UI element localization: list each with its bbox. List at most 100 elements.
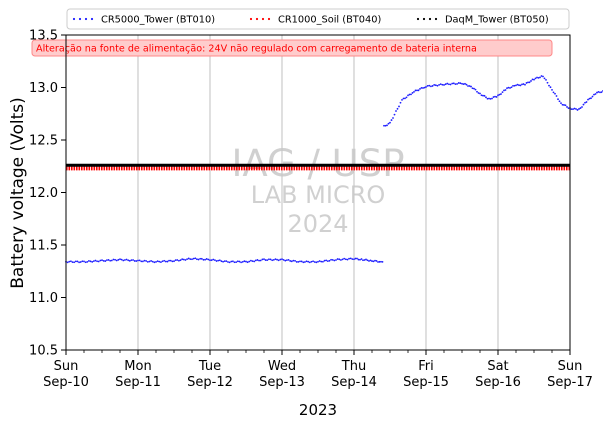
data-point	[245, 260, 247, 263]
data-point	[153, 261, 156, 264]
data-point	[174, 259, 177, 262]
data-point	[513, 84, 516, 87]
legend-marker	[255, 17, 259, 21]
data-point	[240, 261, 242, 264]
data-point	[459, 82, 462, 85]
data-point	[378, 260, 381, 263]
data-point	[300, 260, 303, 263]
data-point	[392, 117, 394, 119]
data-point	[476, 90, 478, 93]
data-point	[363, 259, 366, 261]
x-tick-date-label: Sep-11	[115, 375, 161, 390]
data-point	[223, 260, 226, 263]
legend-label: DaqM_Tower (BT050)	[445, 15, 549, 26]
x-tick-day-label: Wed	[268, 359, 296, 374]
data-point	[444, 83, 447, 86]
data-point	[281, 258, 283, 261]
data-point	[551, 88, 553, 91]
data-point	[86, 260, 89, 263]
data-point	[166, 260, 169, 263]
data-point	[360, 258, 363, 260]
legend-marker	[267, 17, 271, 21]
data-point	[456, 83, 458, 85]
data-point	[359, 258, 361, 261]
data-point	[425, 86, 427, 88]
legend-label: CR5000_Tower (BT010)	[101, 15, 215, 26]
data-point	[227, 261, 229, 263]
y-tick-label: 13.0	[29, 81, 58, 96]
data-point	[331, 258, 334, 261]
data-point	[133, 260, 136, 262]
data-point	[135, 260, 138, 262]
data-point	[552, 91, 555, 94]
data-point	[214, 259, 216, 262]
data-point	[474, 88, 477, 91]
data-point	[241, 260, 244, 263]
data-point	[573, 107, 576, 110]
data-point	[389, 121, 391, 124]
data-point	[254, 259, 257, 262]
data-point	[560, 102, 562, 105]
data-point	[258, 259, 260, 262]
data-point	[264, 259, 267, 261]
data-point	[137, 259, 139, 262]
legend-marker	[72, 17, 76, 21]
data-point	[272, 258, 275, 261]
data-point	[436, 84, 439, 87]
data-point	[467, 85, 469, 87]
data-point	[313, 261, 316, 263]
data-point	[353, 258, 355, 261]
data-point	[341, 258, 344, 261]
data-point	[122, 259, 125, 262]
data-point	[386, 124, 388, 127]
data-point	[97, 260, 100, 263]
data-point	[461, 82, 463, 85]
data-point	[356, 257, 358, 260]
data-point	[161, 260, 164, 263]
data-point	[348, 257, 350, 260]
data-point	[516, 83, 519, 86]
data-point	[236, 260, 239, 263]
data-point	[295, 261, 298, 263]
data-point	[276, 258, 278, 261]
data-point	[68, 260, 71, 263]
data-point	[380, 260, 382, 263]
data-point	[575, 108, 577, 110]
data-point	[470, 85, 472, 88]
data-point	[503, 89, 505, 92]
data-point	[375, 260, 378, 262]
legend-marker	[434, 17, 438, 21]
data-point	[274, 258, 277, 261]
data-point	[197, 258, 200, 261]
data-point	[66, 261, 69, 264]
data-point	[269, 258, 272, 261]
data-point	[308, 261, 311, 264]
data-point	[282, 258, 285, 261]
data-point	[200, 257, 203, 260]
data-point	[383, 124, 385, 127]
data-point	[419, 88, 421, 90]
legend-marker	[422, 17, 426, 21]
data-point	[354, 257, 357, 260]
data-point	[307, 260, 310, 263]
data-point	[548, 84, 550, 87]
data-point	[441, 83, 444, 86]
data-point	[438, 83, 440, 86]
data-point	[567, 107, 570, 110]
data-point	[202, 258, 205, 261]
data-point	[101, 259, 103, 262]
data-point	[160, 261, 162, 264]
watermark: IAG / USP LAB MICRO 2024	[231, 142, 404, 238]
data-point	[500, 93, 502, 95]
data-point	[215, 260, 218, 262]
data-point	[555, 95, 558, 97]
data-point	[536, 76, 538, 79]
x-tick-day-label: Sun	[558, 359, 583, 374]
data-point	[187, 257, 190, 260]
data-point	[420, 86, 423, 89]
data-point	[399, 101, 402, 104]
data-point	[243, 260, 246, 263]
data-point	[464, 82, 466, 85]
data-point	[320, 260, 323, 263]
